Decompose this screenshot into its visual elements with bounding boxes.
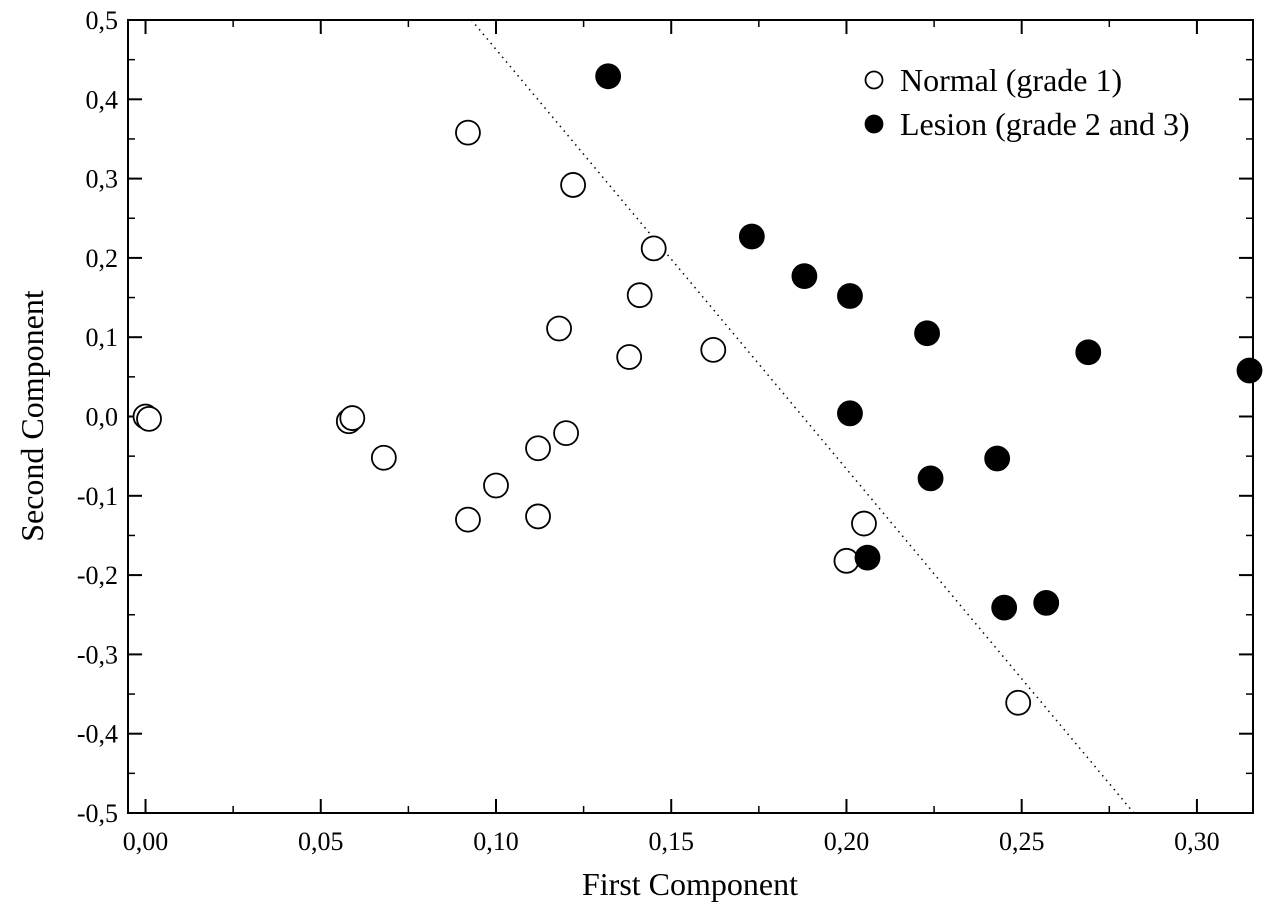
x-tick-label: 0,15 [648,827,694,856]
legend-label-normal: Normal (grade 1) [900,62,1122,98]
x-tick-label: 0,30 [1174,827,1220,856]
y-tick-label: 0,4 [86,85,119,114]
normal-point [455,506,481,533]
normal-point [525,435,551,462]
normal-point [626,282,653,309]
legend-marker-lesion [864,114,884,134]
normal-point [483,472,509,499]
normal-point [553,420,579,447]
lesion-point [595,63,622,90]
y-axis-title: Second Component [14,290,50,542]
normal-point [851,510,877,537]
x-tick-label: 0,10 [473,827,519,856]
y-tick-label: 0,0 [86,403,119,432]
lesion-point [914,320,940,347]
lesion-point [854,544,881,571]
lesion-point [791,263,818,290]
x-axis-title: First Component [582,866,798,902]
lesion-point [837,283,863,309]
legend: Normal (grade 1) Lesion (grade 2 and 3) [864,62,1190,142]
normal-point [833,547,860,574]
y-tick-label: 0,5 [86,6,119,35]
lesion-point [917,465,944,492]
lesion-point [1033,589,1060,616]
lesion-point [1075,339,1102,366]
y-tick-label: 0,3 [86,165,119,194]
y-tick-label: -0,3 [77,640,118,669]
normal-point [700,336,727,363]
normal-point [640,235,667,262]
tick-labels: 0,00 0,05 0,10 0,15 0,20 0,25 0,30 0,5 0,4 0,3 0,2… [77,6,1220,856]
x-tick-label: 0,00 [123,827,169,856]
y-tick-label: -0,1 [77,482,118,511]
normal-point [136,405,162,432]
lesion-point [1236,357,1263,384]
lesion-point [984,445,1011,472]
x-tick-label: 0,25 [999,827,1045,856]
legend-label-lesion: Lesion (grade 2 and 3) [900,106,1190,142]
normal-point [1005,689,1032,716]
y-tick-label: -0,4 [77,720,118,749]
legend-marker-normal [864,70,884,90]
normal-point [616,344,643,370]
y-tick-label: 0,1 [86,323,119,352]
y-tick-label: -0,5 [77,799,118,828]
y-tick-label: 0,2 [86,244,119,273]
normal-point [560,172,586,198]
data-points [132,63,1263,716]
normal-point [525,503,551,530]
lesion-point [991,594,1018,621]
lesion-point [738,223,765,250]
x-tick-label: 0,05 [298,827,344,856]
normal-point [546,315,572,342]
normal-point [455,119,481,146]
y-tick-label: -0,2 [77,561,118,590]
normal-point [370,444,397,471]
x-tick-label: 0,20 [824,827,870,856]
lesion-point [837,400,863,427]
decision-boundary-line [470,19,1135,814]
normal-point [339,405,366,431]
